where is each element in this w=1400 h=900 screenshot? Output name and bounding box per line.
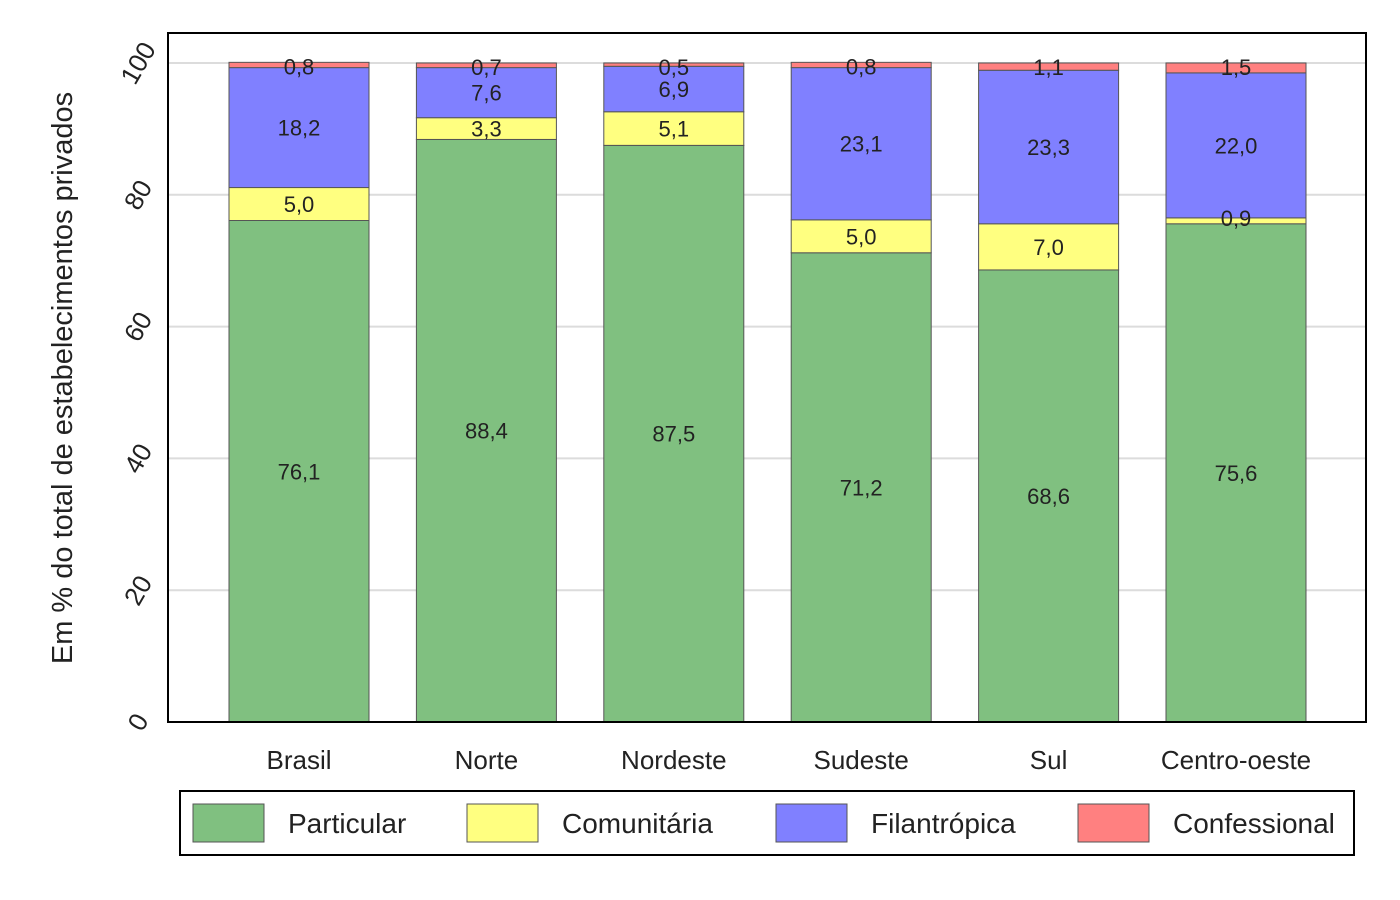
data-label: 5,1 [659,117,690,142]
legend-swatch [1077,803,1150,843]
data-label: 0,9 [1221,206,1252,231]
bar-segment [228,187,370,222]
bar-segment [415,67,557,119]
bar-segment [228,220,370,723]
bar-segment [603,144,745,723]
data-label: 22,0 [1215,133,1258,158]
data-label: 0,8 [284,54,315,79]
y-tick-label: 0 [121,708,154,736]
data-label: 1,5 [1221,55,1252,80]
x-tick-label: Norte [455,745,519,775]
legend-swatch [775,803,848,843]
data-label: 68,6 [1027,484,1070,509]
data-label: 5,0 [284,192,315,217]
legend-label: Comunitária [562,808,713,839]
legend-frame [179,790,1355,856]
bar-segment [1165,72,1307,219]
x-tick-label: Nordeste [621,745,727,775]
data-label: 87,5 [652,422,695,447]
bar-segment [603,111,745,146]
plot-frame [167,32,1367,723]
bar-segment [978,62,1120,71]
y-tick-label: 100 [114,37,162,90]
bar-segment [978,223,1120,271]
y-axis-title: Em % do total de estabelecimentos privad… [47,92,79,664]
bar-segment [790,252,932,723]
bar-segment [978,69,1120,225]
data-label: 0,5 [659,55,690,80]
legend-label: Confessional [1173,808,1335,839]
bar-segment [603,65,745,113]
bar-segment [228,61,370,69]
data-label: 7,6 [471,81,502,106]
data-label: 23,1 [840,132,883,157]
legend: Particular Comunitária Filantrópica Confess… [179,790,1355,856]
bar-segment [790,219,932,254]
bar-segment [1165,62,1307,74]
bar-segment [603,62,745,67]
legend-items: Particular Comunitária Filantrópica Confess… [192,803,1335,843]
data-label: 1,1 [1033,55,1064,80]
x-tick-label: Centro-oeste [1161,745,1311,775]
data-label: 18,2 [278,116,321,141]
bars [228,61,1307,723]
data-label: 6,9 [659,77,690,102]
data-label: 7,0 [1033,235,1064,260]
x-tick-label: Sudeste [813,745,908,775]
data-label: 3,3 [471,117,502,142]
y-tick-label: 80 [118,175,158,215]
data-label: 5,0 [846,224,877,249]
data-label: 88,4 [465,419,508,444]
legend-swatch [192,803,265,843]
y-axis-ticks: 0 20 40 60 80 100 [114,37,162,736]
bar-segment [1165,223,1307,723]
bar-segment [415,62,557,69]
data-label: 23,3 [1027,135,1070,160]
data-label: 75,6 [1215,461,1258,486]
y-tick-label: 20 [118,570,158,610]
bar-segment [790,61,932,69]
bar-segment [978,269,1120,723]
data-label: 0,8 [846,54,877,79]
x-tick-label: Brasil [266,745,331,775]
data-label: 76,1 [278,459,321,484]
value-labels: 76,1 5,0 18,2 0,8 88,4 3,3 7,60,7 87,5 5,1 6,90,5… [278,54,1258,509]
bar-segment [415,138,557,723]
legend-label: Particular [288,808,406,839]
data-label: 71,2 [840,475,883,500]
legend-swatch [466,803,539,843]
x-tick-label: Sul [1030,745,1068,775]
x-axis-labels: Brasil Norte Nordeste Sudeste Sul Centro-oest… [266,745,1311,775]
y-tick-label: 60 [118,307,158,347]
data-label: 0,7 [471,55,502,80]
y-tick-label: 40 [118,438,158,478]
legend-label: Filantrópica [871,808,1016,839]
